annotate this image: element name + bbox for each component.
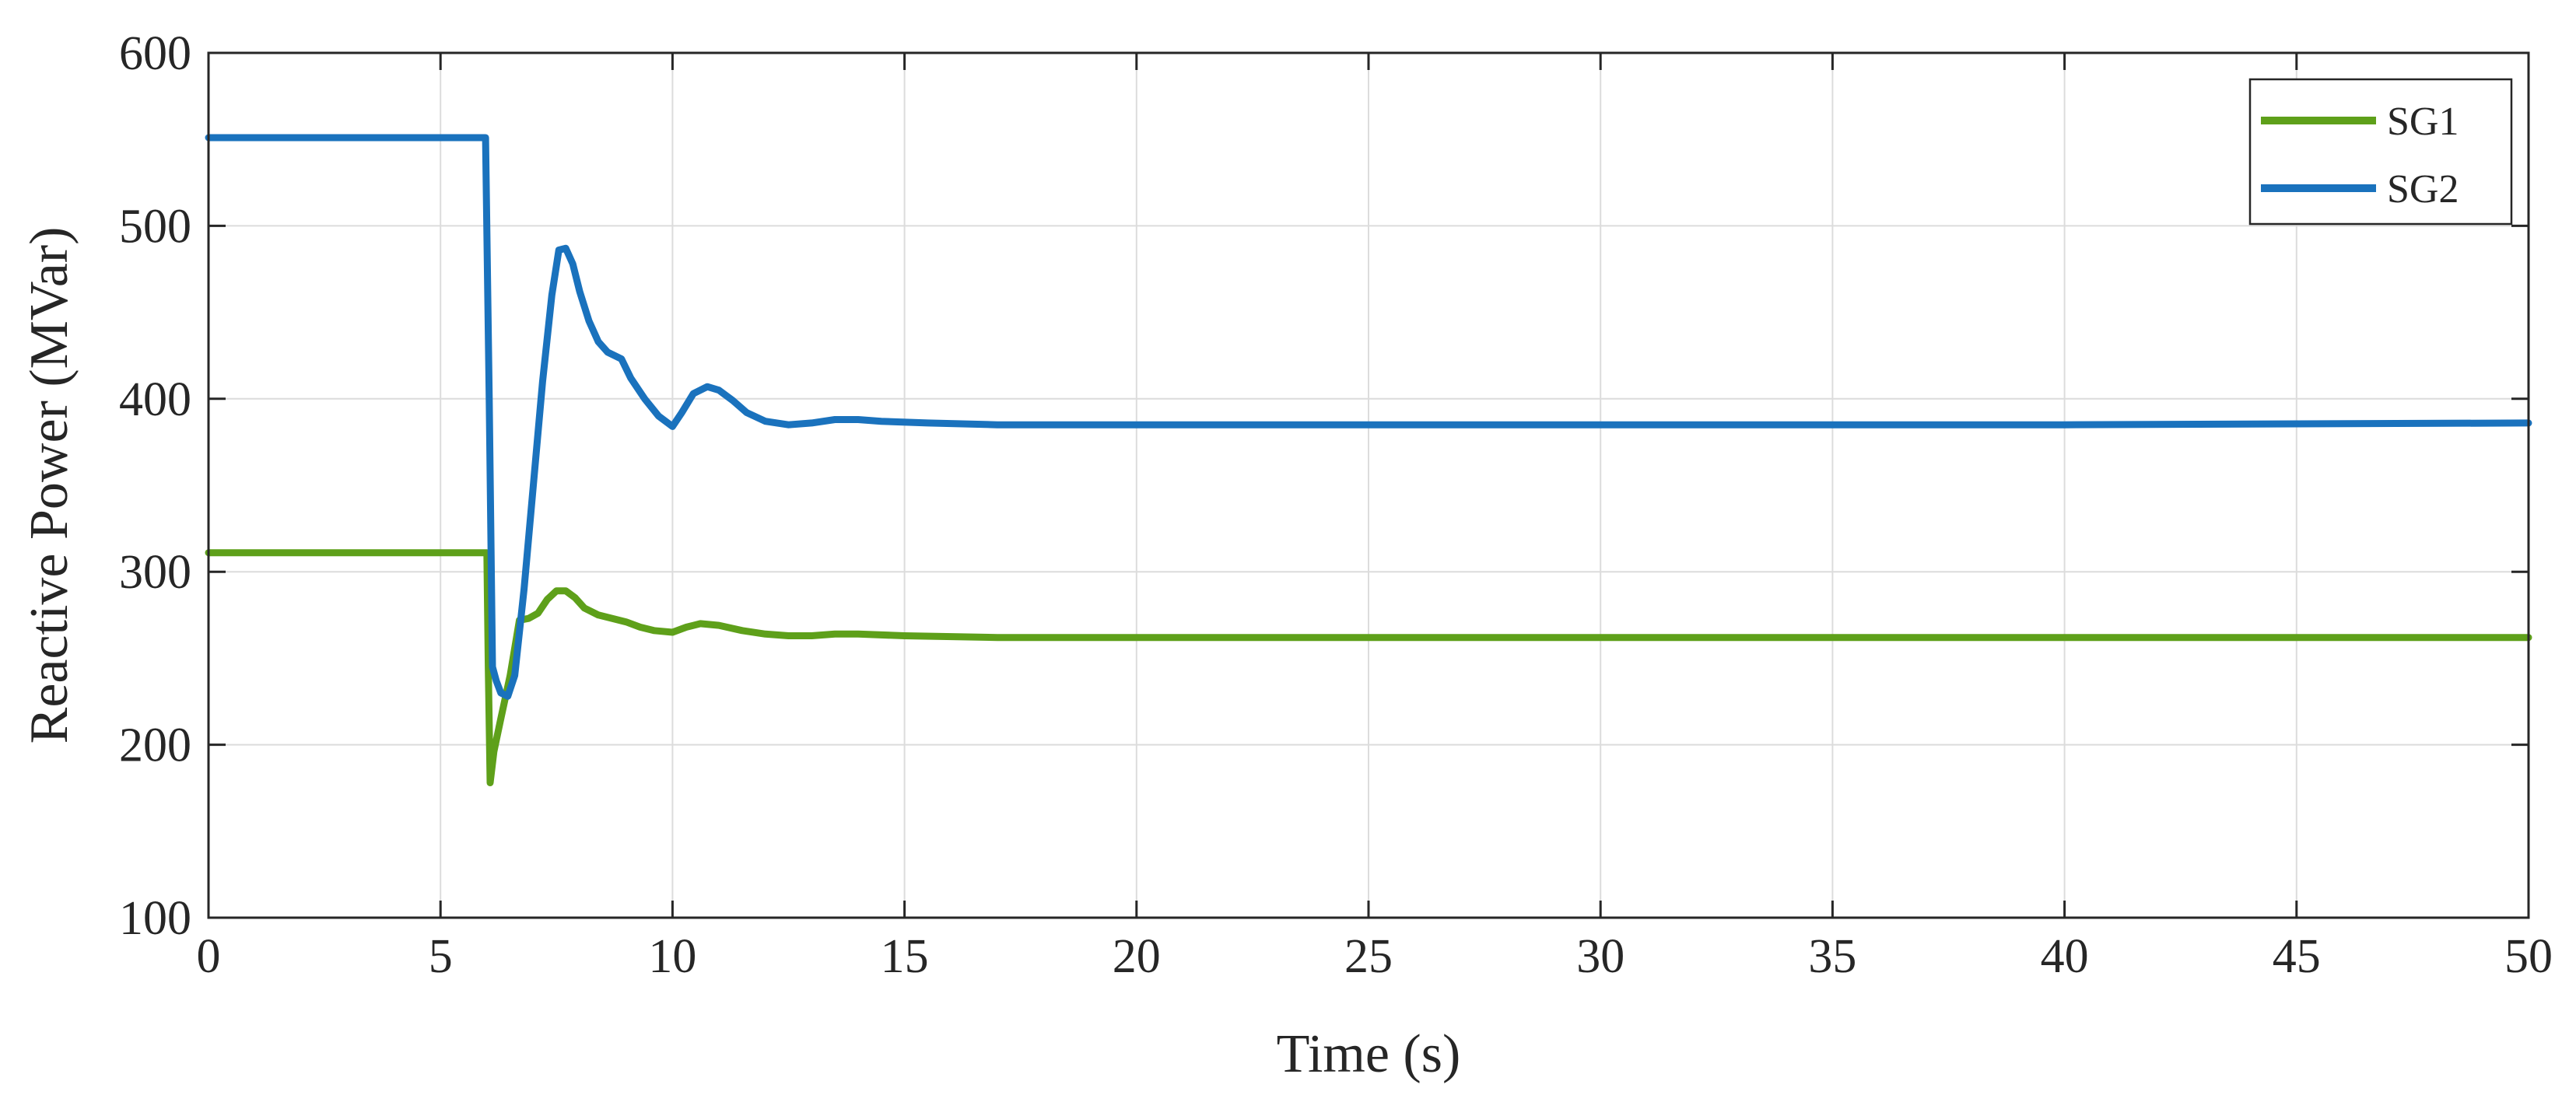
series-line-sg1 [205, 549, 2532, 786]
legend: SG1 SG2 [2248, 78, 2513, 226]
x-axis-label: Time (s) [1277, 1024, 1461, 1084]
x-tick-label: 50 [2504, 930, 2553, 983]
x-tick-label: 35 [1808, 930, 1856, 983]
legend-label-sg2: SG2 [2387, 167, 2459, 212]
legend-box [2248, 78, 2513, 226]
x-tick-label: 0 [197, 930, 221, 983]
x-tick-label: 45 [2273, 930, 2321, 983]
ticks [207, 51, 2530, 919]
x-tick-label: 10 [648, 930, 696, 983]
series-layer [205, 134, 2532, 786]
y-axis-label: Reactive Power (MVar) [19, 227, 79, 744]
x-tick-label: 20 [1113, 930, 1161, 983]
legend-label-sg1: SG1 [2387, 100, 2459, 144]
x-tick-label: 15 [881, 930, 929, 983]
y-tick-label: 100 [119, 892, 191, 945]
y-tick-label: 200 [119, 719, 191, 772]
x-tick-label: 25 [1344, 930, 1393, 983]
x-tick-label: 40 [2041, 930, 2089, 983]
y-tick-label: 400 [119, 373, 191, 426]
y-tick-label: 600 [119, 27, 191, 80]
y-tick-label: 300 [119, 546, 191, 599]
x-tick-label: 5 [429, 930, 453, 983]
x-tick-label: 30 [1576, 930, 1624, 983]
y-tick-label: 500 [119, 200, 191, 253]
series-line-sg2 [205, 134, 2532, 700]
tick-labels: 0 5 10 15 20 25 30 35 40 45 50 100 200 300 400 500 600 [119, 27, 2553, 983]
